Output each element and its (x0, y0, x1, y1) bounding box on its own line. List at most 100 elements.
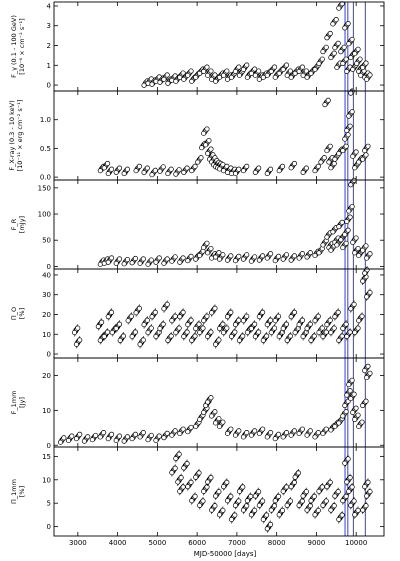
data-point (89, 437, 95, 443)
data-point (316, 250, 322, 256)
data-point (105, 314, 111, 320)
data-point (224, 257, 231, 263)
data-point (65, 437, 72, 444)
data-point (184, 165, 190, 171)
data-point (197, 416, 203, 423)
data-point (327, 143, 333, 149)
data-point (299, 498, 305, 504)
x-tick-label: 5000 (148, 539, 166, 547)
data-point (244, 163, 250, 169)
x-tick-label: 3000 (69, 539, 87, 547)
data-point (136, 163, 142, 169)
data-point (276, 431, 282, 437)
data-point (244, 252, 250, 258)
data-point (364, 375, 370, 381)
data-point (304, 507, 310, 513)
data-point (355, 412, 361, 418)
data-point (145, 261, 151, 267)
data-point (148, 257, 154, 263)
data-point (339, 512, 345, 518)
data-point (340, 498, 346, 504)
data-point (296, 502, 302, 508)
data-point (224, 430, 231, 437)
data-point (177, 314, 183, 320)
data-point (348, 396, 354, 402)
data-point (157, 168, 163, 174)
data-point (279, 163, 286, 169)
data-point (336, 337, 342, 343)
data-point (276, 70, 282, 76)
y-tick-label: 15 (42, 453, 51, 461)
data-point (133, 310, 139, 316)
data-point (189, 78, 195, 84)
data-point (268, 317, 274, 323)
data-point (232, 432, 239, 438)
data-point (352, 416, 358, 423)
data-point (358, 72, 364, 78)
data-point (291, 309, 298, 315)
data-point (140, 337, 146, 343)
data-point (173, 455, 179, 462)
data-point (240, 168, 246, 174)
data-point (320, 242, 326, 248)
data-point (124, 434, 131, 440)
data-point (327, 479, 333, 485)
data-point (97, 434, 103, 440)
data-point (121, 261, 127, 267)
data-point (260, 74, 266, 80)
data-point (205, 250, 211, 256)
y-tick-label: 0 (47, 442, 51, 450)
data-point (105, 160, 111, 167)
data-point (244, 74, 250, 80)
data-point (300, 169, 306, 175)
data-point (75, 325, 81, 331)
data-point (364, 76, 370, 82)
data-point (256, 76, 262, 82)
data-point (347, 329, 353, 335)
data-point (363, 243, 369, 249)
data-point (359, 419, 365, 425)
data-point (284, 72, 290, 78)
data-point (216, 337, 222, 343)
data-point (172, 465, 178, 471)
data-point (363, 152, 369, 158)
data-point (280, 256, 286, 262)
data-point (356, 318, 362, 324)
data-point (304, 74, 310, 80)
data-point (320, 49, 326, 55)
data-point (344, 218, 350, 224)
data-point (240, 66, 246, 72)
data-point (256, 430, 262, 437)
data-point (188, 317, 194, 323)
data-point (244, 62, 250, 68)
data-point (264, 72, 270, 78)
x-axis-label: MJD-50000 [days] (194, 550, 257, 558)
data-point (343, 493, 349, 499)
data-point (164, 430, 170, 436)
data-point (61, 435, 67, 441)
y-tick-label: 1.0 (40, 116, 51, 124)
data-point (141, 169, 147, 175)
data-point (193, 474, 199, 480)
data-point (228, 309, 234, 315)
data-point (216, 250, 222, 256)
data-point (339, 333, 345, 339)
data-point (109, 255, 115, 261)
data-point (340, 60, 346, 67)
data-point (160, 321, 166, 327)
data-point (220, 252, 226, 258)
data-point (145, 437, 151, 443)
data-point (272, 318, 278, 324)
data-point (360, 403, 366, 409)
data-point (105, 329, 111, 335)
data-point (280, 66, 286, 72)
data-point (201, 409, 207, 416)
data-point (327, 30, 333, 36)
x-tick-label: 6000 (188, 539, 206, 547)
data-point (109, 166, 115, 172)
data-point (188, 68, 194, 74)
data-point (284, 337, 290, 343)
data-point (291, 253, 298, 259)
data-point (315, 507, 321, 513)
data-point (345, 21, 351, 27)
